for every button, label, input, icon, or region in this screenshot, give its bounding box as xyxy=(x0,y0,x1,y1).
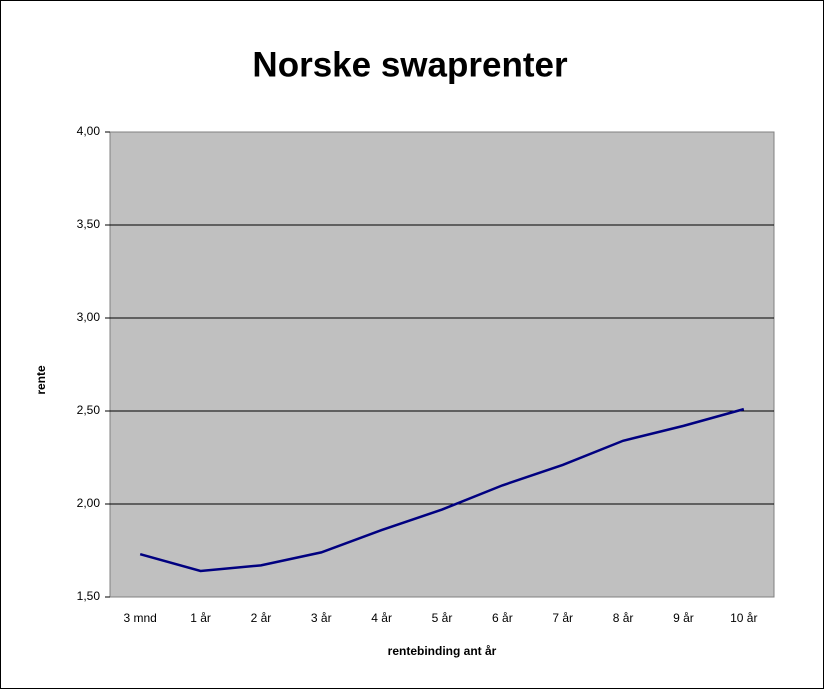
chart-title: Norske swaprenter xyxy=(252,45,568,84)
x-tick-label: 4 år xyxy=(371,611,392,625)
x-tick-label: 3 år xyxy=(311,611,332,625)
x-tick-label: 3 mnd xyxy=(124,611,157,625)
y-tick-label: 2,50 xyxy=(77,403,101,417)
x-axis-label: rentebinding ant år xyxy=(388,644,497,658)
x-tick-label: 9 år xyxy=(673,611,694,625)
x-tick-label: 7 år xyxy=(552,611,573,625)
x-tick-label: 6 år xyxy=(492,611,513,625)
plot-area xyxy=(109,131,775,598)
x-tick-label: 8 år xyxy=(613,611,634,625)
y-tick-label: 3,50 xyxy=(77,217,101,231)
x-tick-label: 2 år xyxy=(251,611,272,625)
x-tick-label: 1 år xyxy=(190,611,211,625)
x-tick-label: 5 år xyxy=(432,611,453,625)
y-tick-label: 2,00 xyxy=(77,496,101,510)
x-tick-label: 10 år xyxy=(730,611,757,625)
y-tick-label: 3,00 xyxy=(77,310,101,324)
y-tick-label: 1,50 xyxy=(77,589,101,603)
data-line xyxy=(139,407,745,573)
y-tick-label: 4,00 xyxy=(77,124,101,138)
y-axis-label: rente xyxy=(34,365,48,395)
